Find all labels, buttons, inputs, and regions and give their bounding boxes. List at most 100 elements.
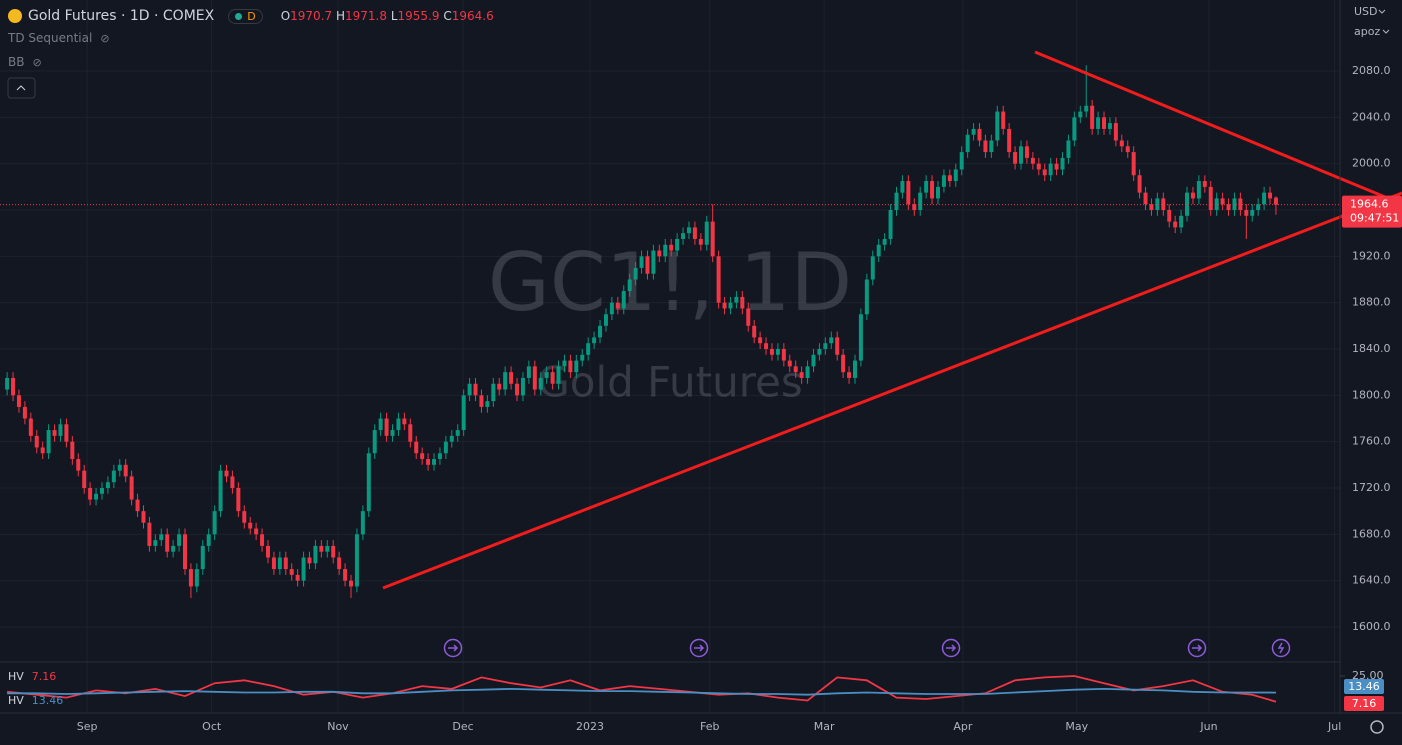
hv-line [7, 675, 1277, 703]
candle-body [1054, 163, 1059, 170]
candle-body [740, 296, 745, 309]
candle-body [1173, 221, 1178, 228]
candle-body [615, 302, 620, 309]
candle-body [1119, 140, 1124, 147]
x-tick-label: Feb [700, 720, 719, 733]
candle-body [811, 354, 816, 367]
last-price-label: 1964.6 [1350, 198, 1389, 211]
candle-body [509, 372, 514, 384]
candle-body [1250, 210, 1255, 216]
candle-body [307, 557, 312, 564]
low-value: 1955.9 [397, 9, 440, 23]
settings-icon[interactable] [1370, 720, 1384, 734]
x-tick-label: Apr [953, 720, 973, 733]
ohlc-label: O [280, 9, 291, 23]
hv-pane [7, 675, 1277, 703]
candle-body [1208, 186, 1213, 210]
candle-body [94, 493, 99, 500]
high-value: 1971.8 [345, 9, 388, 23]
candle-body [633, 267, 638, 280]
candle-body [349, 580, 354, 587]
event-icon[interactable] [1187, 638, 1207, 658]
candle-body [1078, 111, 1083, 118]
candle-body [437, 453, 442, 460]
candle-body [283, 557, 288, 570]
event-icon[interactable] [1271, 638, 1291, 658]
x-tick-label: Mar [814, 720, 835, 733]
hv-legend-blue: HV 13.46 [8, 694, 63, 707]
candle-body [1024, 146, 1029, 158]
event-icon[interactable] [941, 638, 961, 658]
candle-body [805, 366, 810, 378]
hv-name: HV [8, 694, 24, 707]
candle-body [888, 210, 893, 239]
candle-body [449, 435, 454, 442]
candle-body [194, 569, 199, 587]
currency[interactable]: USD [1354, 5, 1378, 18]
candle-body [1066, 140, 1071, 158]
scale-mode[interactable]: apoz [1354, 25, 1380, 38]
candle-body [1226, 204, 1231, 210]
event-glyphs [448, 642, 1285, 654]
candle-body [1042, 169, 1047, 176]
collapse-button[interactable] [7, 77, 36, 99]
candle-body [206, 534, 211, 546]
indicator-name[interactable]: BB [8, 55, 25, 69]
candle-body [224, 470, 229, 477]
candle-body [1214, 198, 1219, 210]
candle-body [1190, 192, 1195, 199]
indicator-name[interactable]: TD Sequential [8, 31, 93, 45]
candle-body [372, 430, 377, 454]
x-tick-label: Jun [1199, 720, 1217, 733]
candle-body [1167, 210, 1172, 222]
candle-body [692, 227, 697, 239]
candle-body [1072, 117, 1077, 141]
candle-body [218, 470, 223, 512]
candle-body [775, 348, 780, 355]
candle-body [408, 424, 413, 442]
y-tick-label: 1880.0 [1352, 296, 1391, 309]
event-icon[interactable] [443, 638, 463, 658]
candle-body [520, 377, 525, 396]
trendline-resistance[interactable] [1034, 50, 1402, 206]
candle-body [325, 545, 330, 552]
ohlc-label: H [335, 9, 346, 23]
y-tick-label: 1800.0 [1352, 388, 1391, 401]
watermark-name: Gold Futures [537, 358, 803, 407]
candle-body [1244, 210, 1249, 216]
candle-body [710, 221, 715, 257]
candle-body [123, 464, 128, 477]
candle-body [1179, 215, 1184, 228]
open-value: 1970.7 [290, 9, 333, 23]
candle-body [105, 482, 110, 488]
status-pill[interactable]: D [228, 8, 263, 24]
candle-body [16, 395, 21, 407]
candle-body [1048, 163, 1053, 176]
candle-body [111, 470, 116, 483]
candle-body [977, 128, 982, 141]
hv-tick-label: 25.00 [1352, 669, 1384, 682]
hidden-icon[interactable]: ⊘ [100, 31, 110, 45]
candle-body [319, 545, 324, 552]
candle-body [70, 441, 75, 460]
candle-body [758, 337, 763, 344]
trendline-support[interactable] [382, 191, 1402, 590]
event-icon[interactable] [689, 638, 709, 658]
candle-body [947, 175, 952, 182]
candle-body [177, 534, 182, 546]
dropdown-arrows [1378, 9, 1390, 34]
candle-body [159, 534, 164, 541]
candle-body [1196, 181, 1201, 199]
candle-body [882, 238, 887, 245]
hidden-icon[interactable]: ⊘ [32, 55, 42, 69]
y-tick-label: 1840.0 [1352, 342, 1391, 355]
candle-body [515, 383, 520, 396]
candle-body [1220, 198, 1225, 205]
symbol-title[interactable]: Gold Futures · 1D · COMEX [28, 8, 215, 24]
candle-body [461, 395, 466, 431]
candle-body [852, 360, 857, 378]
candle-body [722, 302, 727, 309]
candle-body [1262, 192, 1267, 205]
candle-body [870, 256, 875, 280]
hv-badge [1344, 679, 1384, 694]
